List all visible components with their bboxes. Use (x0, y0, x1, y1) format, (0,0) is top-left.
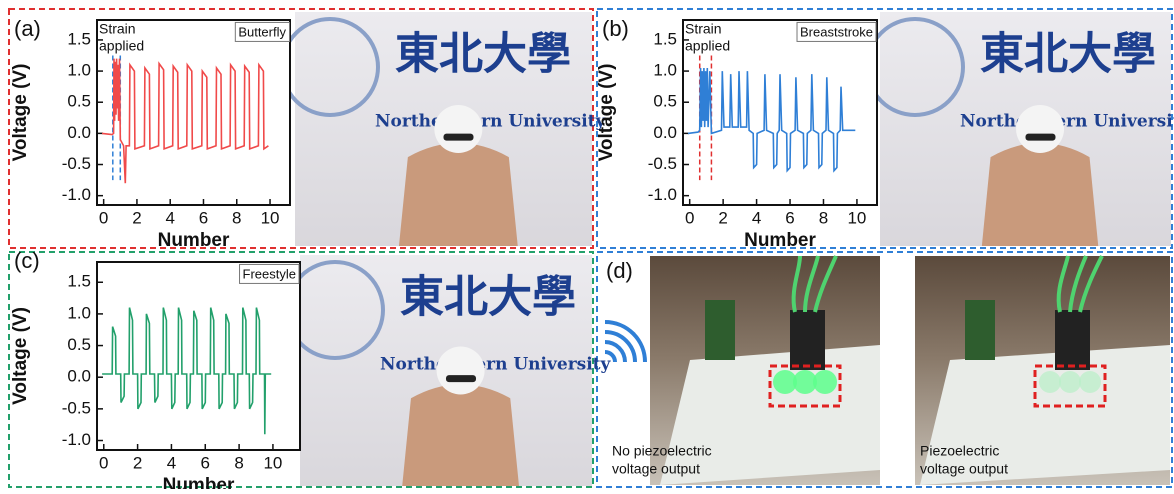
y-tick-label: 1.5 (653, 29, 677, 48)
x-tick-label: 4 (167, 453, 176, 472)
sign-en: Northeastern University (380, 355, 612, 375)
sign-cn: 東北大學 (980, 29, 1156, 80)
y-axis-label: Voltage (V) (10, 64, 31, 162)
sign-en: Northeastern University (960, 112, 1174, 132)
x-tick-label: 4 (165, 208, 174, 227)
panel-label: (d) (606, 258, 633, 283)
x-tick-label: 0 (99, 453, 108, 472)
sign-cn: 東北大學 (400, 272, 576, 323)
chart-title: Breaststroke (800, 24, 873, 39)
y-tick-label: 1.0 (67, 61, 91, 80)
x-tick-label: 8 (819, 208, 828, 227)
x-tick-label: 6 (201, 453, 210, 472)
chart: (a) -1.0 -0.5 0.0 0.5 1.0 1.5 0 2 4 6 8 10 Number Volt… (10, 16, 290, 251)
y-tick-label: -0.5 (62, 398, 91, 417)
caption: Piezoelectric (920, 443, 999, 459)
plot-background (97, 262, 300, 450)
cap (434, 105, 482, 153)
y-tick-label: 1.5 (67, 29, 91, 48)
goggles (446, 375, 476, 382)
annotation: Strain (685, 21, 722, 37)
page: {"chart_data": [ {"type": "line", "panel… (0, 0, 1174, 489)
y-tick-label: 1.0 (67, 303, 91, 322)
y-tick-label: 0.5 (67, 92, 91, 111)
y-tick-label: 1.0 (653, 61, 677, 80)
y-tick-label: 0.5 (67, 335, 91, 354)
annotation: applied (99, 38, 144, 54)
y-tick-label: 0.0 (653, 123, 677, 142)
x-tick-label: 2 (133, 453, 142, 472)
x-tick-label: 8 (234, 453, 243, 472)
y-tick-label: -0.5 (62, 154, 91, 173)
goggles (1026, 134, 1056, 141)
annotation: Strain (99, 21, 136, 37)
x-tick-label: 8 (232, 208, 241, 227)
x-axis-label: Number (744, 230, 816, 251)
x-tick-label: 4 (752, 208, 761, 227)
caption: voltage output (920, 461, 1008, 477)
sign-en: Northeastern University (375, 112, 607, 132)
y-tick-label: 0.0 (67, 123, 91, 142)
x-tick-label: 0 (685, 208, 694, 227)
chart-title: Butterfly (238, 24, 286, 39)
panel-label: (b) (602, 16, 629, 41)
x-axis-label: Number (163, 475, 235, 489)
swimmer (402, 384, 519, 486)
y-tick-label: 1.5 (67, 272, 91, 291)
sign-cn: 東北大學 (395, 29, 571, 80)
chart: (b) -1.0 -0.5 0.0 0.5 1.0 1.5 0 2 4 6 8 10 Number Volt… (596, 16, 877, 251)
goggles (444, 134, 474, 141)
x-tick-label: 0 (99, 208, 108, 227)
chart-title: Freestyle (243, 266, 296, 281)
x-tick-label: 6 (785, 208, 794, 227)
x-tick-label: 2 (132, 208, 141, 227)
wireless-icon (605, 322, 645, 362)
x-tick-label: 10 (261, 208, 280, 227)
y-tick-label: -1.0 (62, 185, 91, 204)
y-axis-label: Voltage (V) (596, 64, 617, 162)
x-axis-label: Number (158, 230, 230, 251)
y-tick-label: -1.0 (648, 185, 677, 204)
caption: voltage output (612, 461, 700, 477)
caption: No piezoelectric (612, 443, 712, 459)
figure: 東北大學 Northeastern University 東北大學 Northeast… (0, 0, 1174, 489)
panel-label: (c) (14, 248, 40, 273)
y-axis-label: Voltage (V) (10, 307, 31, 405)
cap (1016, 105, 1064, 153)
y-tick-label: -0.5 (648, 154, 677, 173)
annotation: applied (685, 38, 730, 54)
cap (437, 347, 485, 395)
y-tick-label: 0.0 (67, 367, 91, 386)
y-tick-label: 0.5 (653, 92, 677, 111)
x-tick-label: 2 (718, 208, 727, 227)
x-tick-label: 10 (847, 208, 866, 227)
x-tick-label: 10 (263, 453, 282, 472)
swimmer (982, 143, 1098, 246)
x-tick-label: 6 (199, 208, 208, 227)
chart: (c) -1.0 -0.5 0.0 0.5 1.0 1.5 0 2 4 6 8 10 Number Volt… (10, 248, 300, 489)
panel-d: (d) No piezoelectric voltage output Piez… (605, 256, 1170, 485)
swimmer (399, 143, 518, 246)
panel-label: (a) (14, 16, 41, 41)
y-tick-label: -1.0 (62, 430, 91, 449)
